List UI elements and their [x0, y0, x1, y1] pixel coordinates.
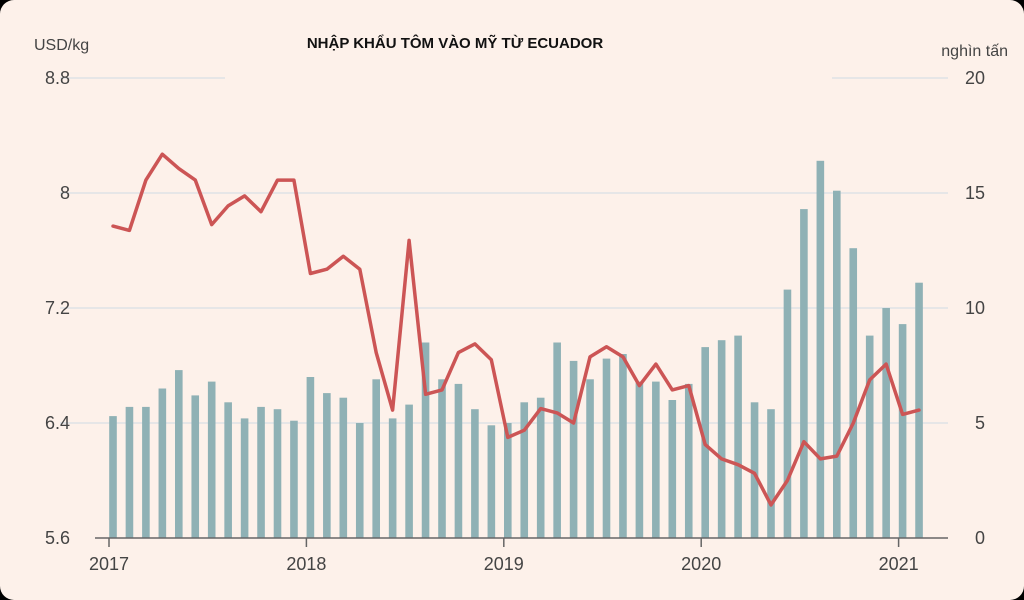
bar — [602, 358, 611, 538]
bar — [586, 379, 594, 538]
bar — [833, 190, 841, 538]
bar — [734, 335, 742, 538]
right-tick-label: 5 — [975, 413, 985, 433]
bar — [717, 340, 726, 538]
right-tick-label: 15 — [965, 183, 985, 203]
right-tick-label: 10 — [965, 298, 985, 318]
bar — [471, 409, 479, 538]
bar — [290, 420, 298, 538]
left-tick-label: 8.8 — [45, 68, 70, 88]
bar — [536, 397, 545, 538]
chart-title: NHẬP KHẨU TÔM VÀO MỸ TỪ ECUADOR — [307, 34, 604, 52]
axes: 8.8 8 7.2 6.4 5.6 20 15 10 5 0 2017 2018 2019 2020 202… — [45, 68, 985, 574]
bar — [438, 379, 446, 538]
x-tick-label: 2021 — [879, 554, 919, 574]
left-tick-label: 8 — [60, 183, 70, 203]
x-tick-label: 2020 — [681, 554, 721, 574]
bar — [355, 423, 364, 538]
bar — [125, 406, 134, 538]
left-tick-label: 5.6 — [45, 528, 70, 548]
left-tick-label: 7.2 — [45, 298, 70, 318]
bar — [767, 409, 775, 538]
bar — [882, 308, 890, 538]
right-tick-label: 20 — [965, 68, 985, 88]
bar — [109, 416, 117, 538]
bar — [191, 395, 200, 538]
right-tick-label: 0 — [975, 528, 985, 548]
bar — [175, 370, 183, 538]
bar — [257, 406, 265, 538]
bar — [487, 425, 496, 538]
x-tick-label: 2017 — [89, 554, 129, 574]
bar — [553, 342, 561, 538]
bar — [421, 342, 430, 538]
bar — [372, 379, 380, 538]
bar — [224, 402, 232, 538]
bar-series — [109, 160, 923, 539]
bar — [684, 383, 693, 538]
bar — [800, 209, 808, 538]
bar — [504, 423, 512, 538]
bar — [306, 377, 315, 538]
bar — [898, 324, 907, 538]
bar — [158, 388, 167, 538]
bar — [619, 354, 627, 538]
bar — [520, 402, 529, 538]
x-tick-label: 2018 — [286, 554, 326, 574]
bar — [405, 404, 413, 538]
price-line — [111, 152, 921, 507]
bar — [865, 335, 874, 538]
bar — [323, 393, 331, 538]
left-tick-label: 6.4 — [45, 413, 70, 433]
bar — [569, 360, 578, 538]
x-tick-label: 2019 — [484, 554, 524, 574]
bar — [668, 400, 677, 538]
bar — [339, 397, 348, 538]
right-axis-unit-label: nghìn tấn — [941, 43, 1008, 60]
bar — [142, 406, 150, 538]
left-axis-unit-label: USD/kg — [34, 37, 89, 54]
bar — [207, 381, 216, 538]
bar — [240, 418, 249, 538]
bar — [750, 402, 759, 538]
line-series — [111, 152, 921, 507]
bar — [635, 381, 644, 538]
bar — [273, 409, 282, 538]
bar — [388, 418, 397, 538]
bar — [454, 383, 463, 538]
bar — [652, 381, 660, 538]
bar — [849, 248, 858, 538]
bar — [783, 289, 792, 538]
bar — [816, 160, 825, 539]
